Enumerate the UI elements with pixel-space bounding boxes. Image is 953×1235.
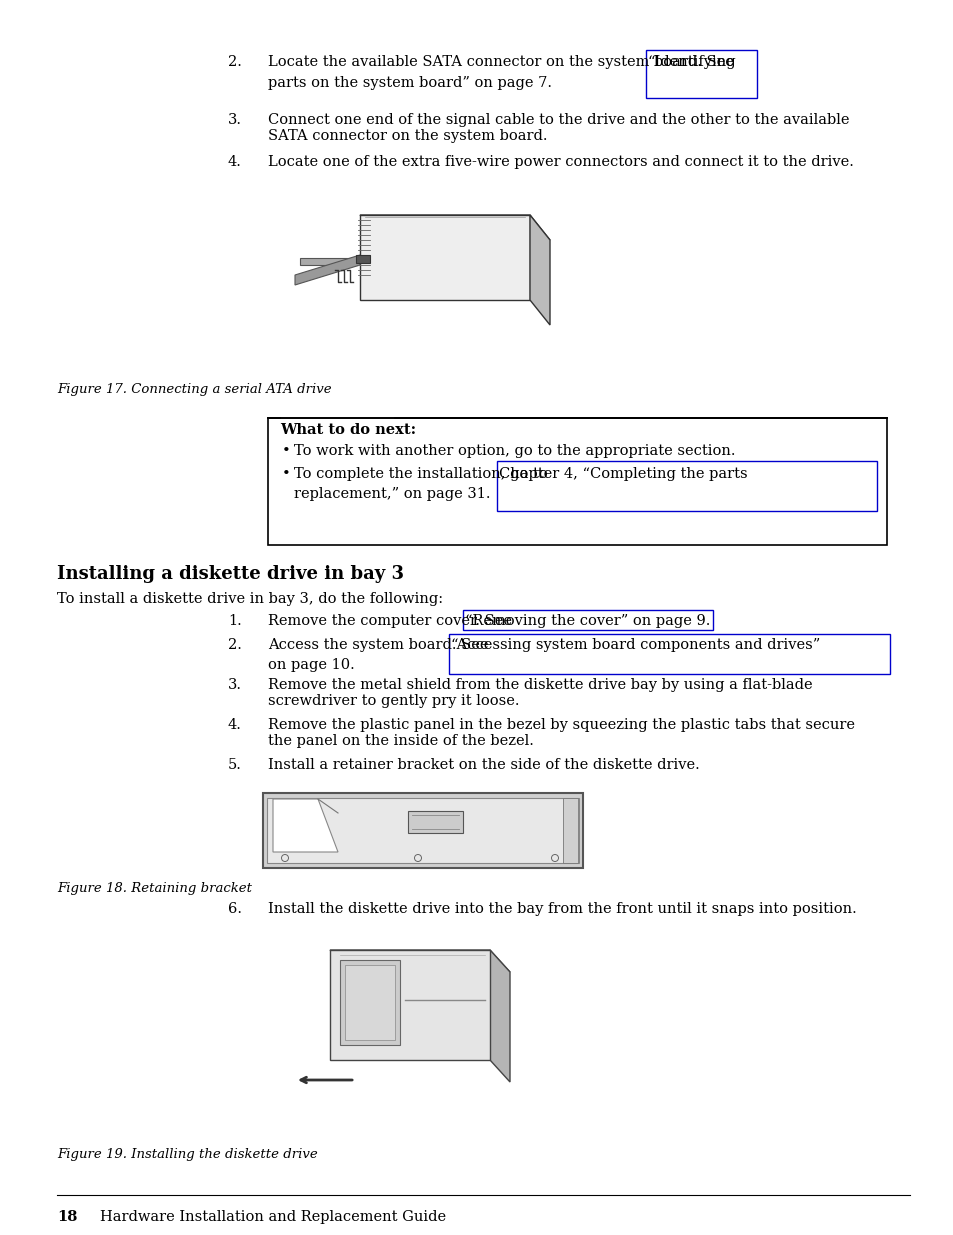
Text: Installing a diskette drive in bay 3: Installing a diskette drive in bay 3 [57, 564, 403, 583]
Text: •: • [282, 445, 291, 458]
Polygon shape [339, 960, 399, 1045]
Text: 3.: 3. [228, 112, 242, 127]
Text: “Removing the cover” on page 9.: “Removing the cover” on page 9. [464, 614, 710, 629]
Text: Locate the available SATA connector on the system board. See: Locate the available SATA connector on t… [268, 56, 738, 69]
Text: Install the diskette drive into the bay from the front until it snaps into posit: Install the diskette drive into the bay … [268, 902, 856, 916]
Text: 3.: 3. [228, 678, 242, 692]
Text: “Accessing system board components and drives”: “Accessing system board components and d… [451, 638, 820, 652]
Polygon shape [355, 254, 370, 263]
Text: Access the system board. See: Access the system board. See [268, 638, 493, 652]
Text: 2.: 2. [228, 638, 242, 652]
Polygon shape [562, 798, 578, 863]
Text: 4.: 4. [228, 718, 242, 732]
Polygon shape [330, 950, 490, 1060]
Text: 6.: 6. [228, 902, 242, 916]
Bar [497, 461, 876, 511]
Polygon shape [408, 811, 462, 832]
Bar [268, 417, 886, 545]
Polygon shape [299, 258, 357, 266]
Text: Remove the computer cover. See: Remove the computer cover. See [268, 614, 517, 629]
Bar [645, 49, 757, 98]
Text: 5.: 5. [228, 758, 242, 772]
Polygon shape [330, 950, 510, 972]
Text: Remove the metal shield from the diskette drive bay by using a flat-blade
screwd: Remove the metal shield from the diskett… [268, 678, 812, 708]
Text: What to do next:: What to do next: [280, 424, 416, 437]
Polygon shape [294, 254, 359, 285]
Polygon shape [263, 793, 582, 868]
Polygon shape [273, 799, 337, 852]
Text: 4.: 4. [228, 156, 242, 169]
Text: To work with another option, go to the appropriate section.: To work with another option, go to the a… [294, 445, 735, 458]
Text: Remove the plastic panel in the bezel by squeezing the plastic tabs that secure
: Remove the plastic panel in the bezel by… [268, 718, 854, 748]
Text: “Identifying: “Identifying [647, 56, 736, 69]
Text: Figure 18. Retaining bracket: Figure 18. Retaining bracket [57, 882, 252, 895]
Polygon shape [359, 215, 550, 240]
Text: Hardware Installation and Replacement Guide: Hardware Installation and Replacement Gu… [100, 1210, 446, 1224]
Text: To install a diskette drive in bay 3, do the following:: To install a diskette drive in bay 3, do… [57, 592, 442, 606]
Polygon shape [359, 215, 530, 300]
Text: on page 10.: on page 10. [268, 658, 355, 672]
Text: Connect one end of the signal cable to the drive and the other to the available
: Connect one end of the signal cable to t… [268, 112, 848, 143]
Text: Locate one of the extra five-wire power connectors and connect it to the drive.: Locate one of the extra five-wire power … [268, 156, 853, 169]
Text: replacement,” on page 31.: replacement,” on page 31. [294, 487, 490, 501]
Text: Install a retainer bracket on the side of the diskette drive.: Install a retainer bracket on the side o… [268, 758, 699, 772]
Text: Figure 17. Connecting a serial ATA drive: Figure 17. Connecting a serial ATA drive [57, 383, 332, 396]
Text: Chapter 4, “Completing the parts: Chapter 4, “Completing the parts [498, 467, 747, 480]
Text: •: • [282, 467, 291, 480]
Polygon shape [490, 950, 510, 1082]
Text: Figure 19. Installing the diskette drive: Figure 19. Installing the diskette drive [57, 1149, 317, 1161]
Polygon shape [345, 965, 395, 1040]
Polygon shape [530, 215, 550, 325]
Text: 18: 18 [57, 1210, 77, 1224]
Text: To complete the installation, go to: To complete the installation, go to [294, 467, 552, 480]
Polygon shape [267, 798, 578, 863]
Text: 1.: 1. [228, 614, 241, 629]
Bar [462, 610, 712, 630]
Bar [449, 634, 889, 674]
Text: 2.: 2. [228, 56, 242, 69]
Text: parts on the system board” on page 7.: parts on the system board” on page 7. [268, 77, 552, 90]
